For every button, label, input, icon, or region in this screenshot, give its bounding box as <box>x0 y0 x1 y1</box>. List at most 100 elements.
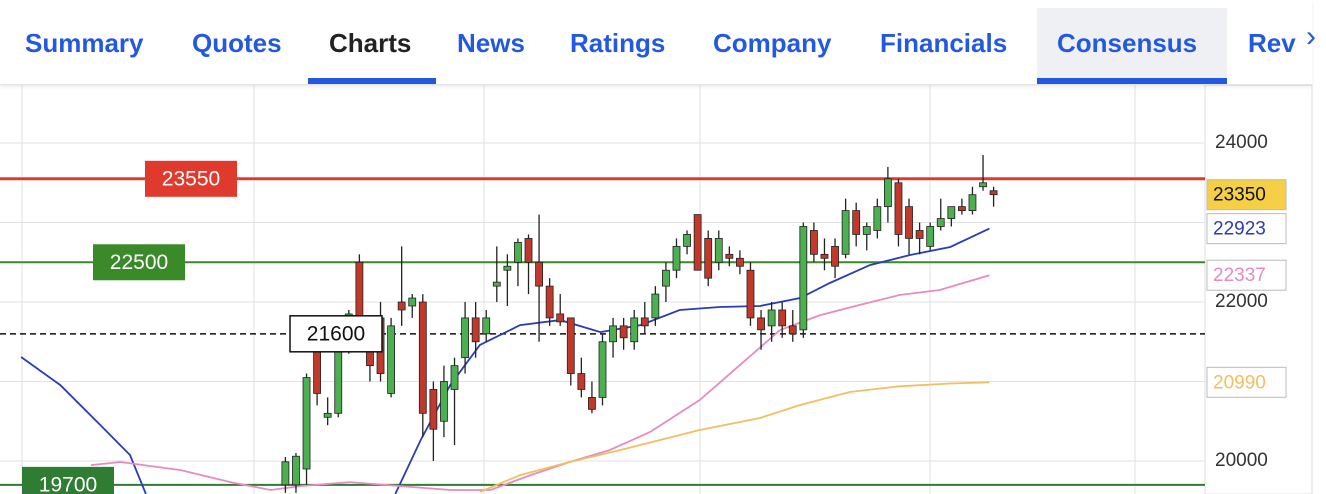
candle-body <box>788 325 797 335</box>
tab[interactable]: News <box>457 28 525 58</box>
candle-body <box>535 261 543 287</box>
candle-body <box>778 309 787 327</box>
level-label: 23550 <box>162 167 220 190</box>
level-label-box <box>145 160 237 197</box>
candle-body <box>767 309 776 327</box>
candle-body <box>989 190 998 196</box>
candle-body <box>630 317 639 343</box>
value-tag <box>1206 259 1287 291</box>
candle-body <box>947 206 956 219</box>
candle-body <box>461 317 469 359</box>
candle-body <box>450 365 459 390</box>
candle-body <box>736 257 744 267</box>
candle-body <box>873 206 882 231</box>
candle-body <box>503 265 512 271</box>
candle-body <box>831 245 839 267</box>
candle-body <box>397 301 406 311</box>
candle-body <box>524 238 533 263</box>
candle-body <box>545 285 554 319</box>
candle-body <box>323 412 332 418</box>
candle-body <box>841 210 850 255</box>
tab[interactable]: Rev <box>1248 28 1296 58</box>
candle-body <box>936 218 945 227</box>
candle-body <box>609 325 617 343</box>
candle-body <box>514 241 522 263</box>
candle-body <box>979 182 987 188</box>
candle-body <box>883 178 892 208</box>
candle-body <box>704 238 713 279</box>
candle-body <box>302 377 311 470</box>
candle-body <box>957 206 966 212</box>
value-tag-label: 22337 <box>1213 265 1266 286</box>
scroll-arrow[interactable]: › <box>1306 20 1316 53</box>
candle-body <box>714 238 723 263</box>
candle-body <box>693 214 702 271</box>
candle-body <box>588 397 596 410</box>
candle-body <box>820 253 829 259</box>
tab[interactable]: Company <box>713 28 832 58</box>
value-tag <box>1206 179 1287 211</box>
ma-line <box>90 274 990 491</box>
candle-body <box>387 325 395 394</box>
candle-body <box>440 381 448 422</box>
candle-body <box>482 317 491 335</box>
highlight-underline <box>1037 78 1227 84</box>
ma-line <box>479 381 990 493</box>
candle-body <box>418 301 427 414</box>
candle-body <box>905 206 913 239</box>
level-label: 21600 <box>307 322 365 345</box>
candle-body <box>640 317 649 327</box>
tab-highlight <box>1037 8 1227 84</box>
candle-body <box>915 230 924 239</box>
level-label-box <box>22 466 114 494</box>
value-tag-label: 22923 <box>1213 219 1266 240</box>
level-label: 19700 <box>39 473 97 494</box>
candle-body <box>492 281 501 287</box>
candle-body <box>672 245 681 271</box>
y-tick-label: 22000 <box>1215 291 1268 312</box>
tab[interactable]: Quotes <box>192 28 282 58</box>
value-tag-label: 20990 <box>1213 372 1266 393</box>
tab[interactable]: Charts <box>329 28 412 58</box>
plot-area <box>0 142 1205 494</box>
tab[interactable]: Consensus <box>1057 28 1198 58</box>
tab[interactable]: Summary <box>25 28 144 58</box>
candle-body <box>725 253 734 259</box>
nav-bar: Summary Quotes Charts News Ratings Compa… <box>0 0 1316 85</box>
ma-line <box>20 227 990 494</box>
level-label-box <box>93 244 185 281</box>
candle-body <box>968 194 977 212</box>
candle-body <box>852 210 861 235</box>
value-tag <box>1206 213 1287 245</box>
candle-body <box>746 269 755 319</box>
y-tick-label: 20000 <box>1215 450 1268 471</box>
value-tag-label: 23350 <box>1213 185 1266 206</box>
candle-body <box>281 461 290 486</box>
candle-body <box>577 373 586 390</box>
candle-body <box>429 389 438 430</box>
candle-body <box>662 269 670 287</box>
candle-body <box>651 293 660 319</box>
tab[interactable]: Ratings <box>570 28 666 58</box>
candle-body <box>598 341 607 398</box>
candle-body <box>408 297 417 307</box>
candle-body <box>566 317 575 374</box>
candle-body <box>292 455 300 486</box>
date-grid <box>21 85 1136 494</box>
candle-body <box>556 313 565 323</box>
y-tick-label: 24000 <box>1215 132 1268 153</box>
candle-body <box>862 226 871 235</box>
candle-body <box>757 317 765 331</box>
level-label: 22500 <box>110 251 168 274</box>
candle-body <box>926 226 935 247</box>
tab[interactable]: Financials <box>880 28 1008 58</box>
candle-body <box>471 317 480 343</box>
active-underline <box>308 78 436 84</box>
level-label-box <box>289 315 383 353</box>
value-tag <box>1206 366 1287 398</box>
candle-body <box>799 226 808 331</box>
candle-body <box>683 234 691 247</box>
candle-body <box>619 325 628 339</box>
